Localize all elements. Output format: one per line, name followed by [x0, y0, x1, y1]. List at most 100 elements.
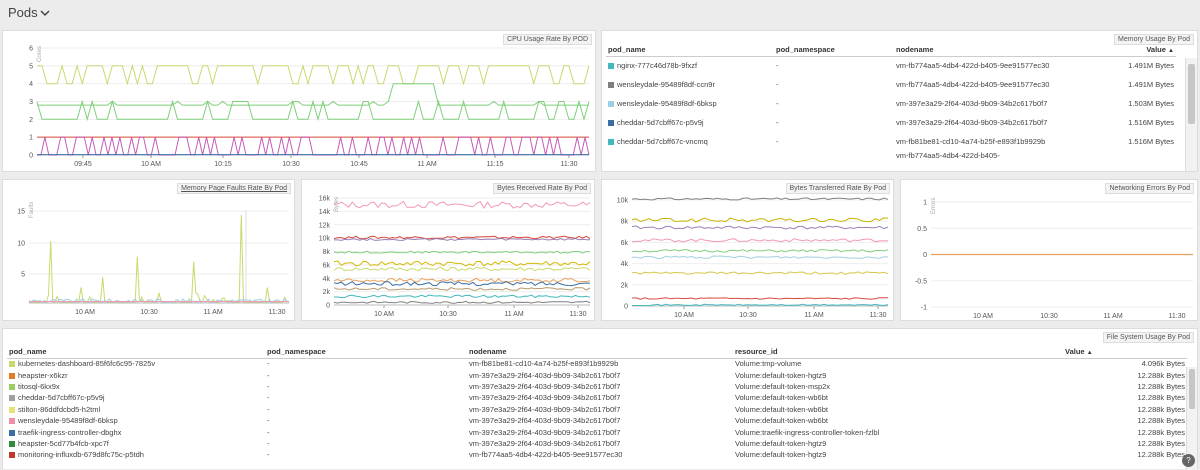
table-row[interactable]: cheddar-5d7cbff67c-p5v9j - vm-397e3a29-2f6… [7, 392, 1187, 403]
resource-id-cell: Volume:default-token-msp2x [735, 381, 831, 391]
table-row[interactable]: nginx-777c46d78b-9fxzf - vm-fb774aa5-4db4-… [606, 56, 1176, 75]
column-header-value[interactable]: Value ▲ [1063, 346, 1187, 359]
value-cell: 12.288k Bytes [1137, 381, 1185, 391]
series-line [631, 225, 889, 230]
table-row[interactable]: vm-fb774aa5-4db4-422d-b405- [606, 151, 1176, 170]
y-tick-label: -0.5 [915, 278, 927, 285]
chart-axes: 16k 14k 12k 10k 8k 6k 4k 2k 0 10 AM 10:30 11 AM 11:3… [319, 196, 590, 318]
value-cell: 1.516M Bytes [1128, 137, 1174, 146]
column-header-pod-namespace[interactable]: pod_namespace [265, 346, 467, 359]
series-color-swatch [9, 406, 15, 413]
y-tick-label: -1 [921, 305, 927, 312]
networking-errors-panel: Networking Errors By Pod 1 0.5 0 -0.5 -1 10 A… [900, 179, 1198, 321]
memory-table-scrollbar[interactable] [1185, 58, 1197, 171]
y-tick-label: 10 [17, 241, 25, 248]
file-system-usage-panel: File System Usage By Pod pod_name pod_na… [2, 328, 1198, 470]
series-color-swatch [9, 361, 15, 368]
cpu-usage-panel: CPU Usage Rate By POD 6 5 4 3 2 1 0 09:45 10 AM 1… [2, 30, 596, 172]
table-row[interactable]: wensleydale-95489f8df-ccn9r - vm-fb774aa5-… [606, 75, 1176, 94]
value-cell: 12.288k Bytes [1137, 438, 1185, 448]
table-row[interactable]: cheddar-5d7cbff67c-p5v9j - vm-397e3a29-2f6… [606, 113, 1176, 132]
x-tick-label: 11:30 [269, 309, 286, 316]
column-header-nodename[interactable]: nodename [467, 346, 733, 359]
x-tick-label: 10:30 [439, 311, 457, 318]
value-cell: 1.516M Bytes [1128, 118, 1174, 127]
series-color-swatch [608, 120, 614, 127]
y-tick-label: 6k [323, 262, 331, 269]
series-color-swatch [9, 429, 15, 436]
table-row[interactable]: traefik-ingress-controller-dbghx - vm-397e… [7, 426, 1187, 437]
value-cell [1076, 151, 1176, 170]
nodename-cell: vm-397e3a29-2f64-403d-9b09-34b2c617b0f7 [469, 438, 621, 448]
pod-name-cell: titosql-6kx9x [7, 381, 265, 392]
column-header-pod-name[interactable]: pod_name [606, 43, 774, 57]
series-line [631, 238, 889, 243]
resource-id-cell: Volume:tmp-volume [735, 359, 802, 369]
y-tick-label: 6 [29, 46, 33, 53]
panel-title[interactable]: Memory Page Faults Rate By Pod [177, 183, 291, 194]
pod-name: cheddar-5d7cbff67c-vncmq [617, 137, 708, 146]
chart-axes: 10k 8k 6k 4k 2k 0 10 AM 10:30 11 AM 11:30 [617, 198, 888, 319]
value-cell: 1.491M Bytes [1128, 61, 1174, 71]
nodename-cell: vm-397e3a29-2f64-403d-9b09-34b2c617b0f7 [469, 404, 621, 414]
value-cell: 4.096k Bytes [1141, 359, 1185, 369]
nodename-cell: vm-397e3a29-2f64-403d-9b09-34b2c617b0f7 [896, 118, 1048, 127]
resource-id-cell: Volume:default-token-wb6bt [735, 393, 828, 403]
column-header-pod-namespace[interactable]: pod_namespace [774, 43, 894, 57]
column-header-value-label: Value [1065, 347, 1085, 357]
scrollbar-thumb[interactable] [1189, 369, 1195, 409]
x-tick-label: 11 AM [804, 312, 823, 319]
table-row[interactable]: kubernetes-dashboard-85f6fc6c95-7825v - vm… [7, 358, 1187, 369]
pod-name: monitoring-influxdb-679d8fc75c-p5tdh [18, 450, 144, 460]
x-tick-label: 11 AM [203, 309, 222, 316]
value-cell: 12.288k Bytes [1137, 450, 1185, 460]
table-row[interactable]: wensleydale-95489f8df-6bksp - vm-397e3a29-… [606, 94, 1176, 113]
table-row[interactable]: cheddar-5d7cbff67c-vncmq - vm-fb81be81-cd1… [606, 132, 1176, 151]
bytes-transferred-panel: Bytes Transferred Rate By Pod 10k 8k 6k 4k 2… [601, 179, 894, 321]
page-title: Pods [8, 5, 38, 20]
y-tick-label: 1 [29, 135, 33, 142]
resource-id-cell: Volume:traefik-ingress-controller-token-… [735, 427, 880, 437]
series-line [333, 235, 591, 240]
panel-title: Bytes Transferred Rate By Pod [785, 183, 890, 194]
table-row[interactable]: monitoring-influxdb-679d8fc75c-p5tdh - vm-… [7, 449, 1187, 460]
pod-namespace-cell: - [776, 137, 779, 146]
series-line [631, 297, 888, 300]
column-header-pod-name[interactable]: pod_name [7, 346, 265, 359]
table-row[interactable]: stilton-86ddfdcbd5-h2tml - vm-397e3a29-2f6… [7, 404, 1187, 415]
x-tick-label: 11 AM [417, 161, 436, 168]
table-row[interactable]: heapster-5cd77b4fcb-xpc7f - vm-397e3a29-2f… [7, 438, 1187, 449]
pod-namespace-cell: - [776, 80, 779, 89]
series-color-swatch [608, 101, 614, 108]
help-icon[interactable]: ? [1182, 454, 1195, 467]
pod-namespace-cell: - [267, 404, 270, 414]
column-header-value[interactable]: Value ▲ [1076, 43, 1176, 57]
column-header-resource-id[interactable]: resource_id [733, 346, 1063, 359]
table-row[interactable]: titosql-6kx9x - vm-397e3a29-2f64-403d-9b09… [7, 381, 1187, 392]
networking-errors-chart: 1 0.5 0 -0.5 -1 10 AM 10:30 11 AM 11:30 Errors [915, 198, 1193, 320]
series-line [333, 277, 591, 283]
resource-id-cell: Volume:default-token-hgtz9 [735, 450, 827, 460]
pod-name: nginx-777c46d78b-9fxzf [617, 61, 698, 71]
pod-name-cell: wensleydale-95489f8df-ccn9r [606, 75, 774, 94]
y-tick-label: 4 [29, 81, 33, 88]
series-color-swatch [9, 372, 15, 379]
y-tick-label: 8k [323, 249, 331, 256]
pod-name: wensleydale-95489f8df-6bksp [18, 416, 118, 426]
y-tick-label: 0 [923, 252, 927, 259]
column-header-nodename[interactable]: nodename [894, 43, 1076, 57]
value-cell: 12.288k Bytes [1137, 370, 1185, 380]
y-tick-label: 5 [29, 63, 33, 70]
x-tick-label: 10:30 [1040, 313, 1058, 320]
pod-name-cell: nginx-777c46d78b-9fxzf [606, 56, 774, 75]
pod-name-cell [606, 151, 774, 170]
y-tick-label: 0 [29, 153, 33, 160]
table-row[interactable]: wensleydale-95489f8df-6bksp - vm-397e3a29-… [7, 415, 1187, 426]
series-line [334, 237, 591, 241]
y-tick-label: 0 [624, 304, 628, 311]
fs-table-scrollbar[interactable] [1186, 367, 1197, 470]
chevron-down-icon[interactable] [40, 8, 50, 18]
scrollbar-thumb[interactable] [1188, 64, 1195, 124]
x-tick-label: 10:30 [140, 309, 158, 316]
table-row[interactable]: heapster-x6kzr - vm-397e3a29-2f64-403d-9b0… [7, 369, 1187, 380]
